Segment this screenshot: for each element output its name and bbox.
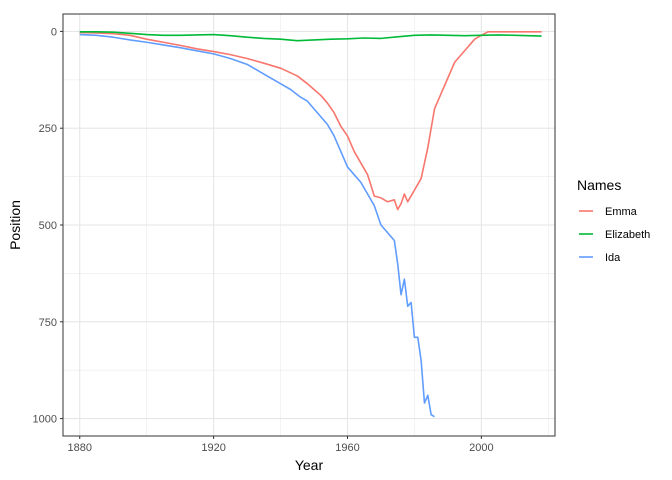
x-tick-label: 1960 bbox=[335, 442, 359, 454]
legend-label: Elizabeth bbox=[605, 229, 650, 241]
x-axis-title: Year bbox=[295, 457, 324, 473]
x-axis-ticks: 1880 1920 1960 2000 bbox=[67, 436, 494, 454]
legend-item-elizabeth: Elizabeth bbox=[577, 225, 650, 243]
legend-label: Ida bbox=[605, 252, 621, 264]
y-axis-ticks: 0 250 500 750 1000 bbox=[33, 26, 63, 426]
y-tick-label: 1000 bbox=[33, 414, 57, 426]
series-line-elizabeth bbox=[79, 31, 542, 42]
series-line-ida bbox=[79, 33, 435, 418]
y-axis-title: Position bbox=[7, 200, 23, 250]
y-tick-label: 750 bbox=[39, 317, 57, 329]
legend-item-emma: Emma bbox=[577, 202, 638, 220]
y-tick-label: 0 bbox=[51, 26, 57, 38]
series-line-emma bbox=[79, 31, 542, 211]
legend-title: Names bbox=[577, 177, 621, 193]
legend: Names Emma Elizabeth Ida bbox=[577, 177, 650, 266]
x-tick-label: 2000 bbox=[469, 442, 493, 454]
x-tick-label: 1920 bbox=[201, 442, 225, 454]
series-layer bbox=[79, 31, 542, 418]
x-tick-label: 1880 bbox=[67, 442, 91, 454]
legend-label: Emma bbox=[605, 206, 638, 218]
y-tick-label: 500 bbox=[39, 220, 57, 232]
y-tick-label: 250 bbox=[39, 123, 57, 135]
grid-major bbox=[63, 14, 555, 436]
legend-item-ida: Ida bbox=[577, 248, 621, 266]
